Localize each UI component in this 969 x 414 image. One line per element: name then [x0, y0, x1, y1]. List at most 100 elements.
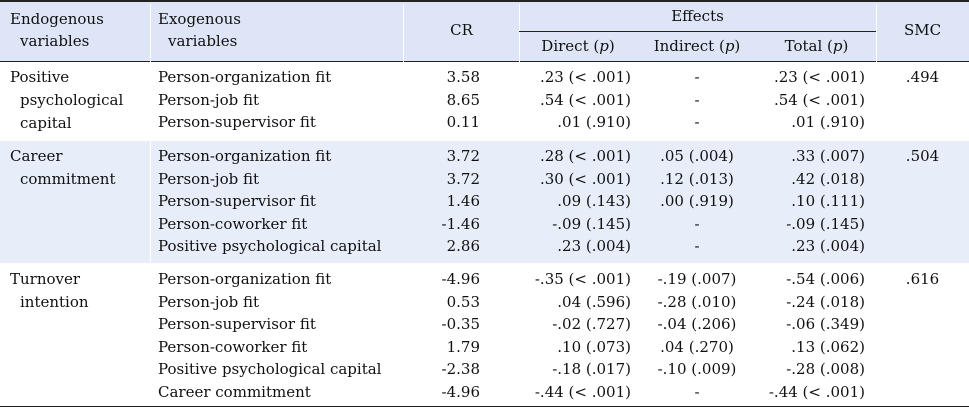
cr-cell: 3.58	[446, 68, 480, 86]
indirect-cell: -.10 (.009)	[657, 360, 737, 379]
exo-cell: Positive psychological capital	[158, 237, 382, 256]
exo-cell: Person-organization fit	[158, 270, 332, 288]
endogenous-label-line: psychological	[20, 91, 124, 109]
cr-cell: -0.35	[441, 315, 480, 334]
direct-cell: .28 (< .001)	[539, 147, 631, 165]
endogenous-label-line: capital	[20, 114, 72, 132]
direct-cell: .10 (.073)	[557, 337, 631, 356]
total-cell: -.24 (.018)	[786, 292, 865, 311]
indirect-cell: -.19 (.007)	[657, 270, 737, 288]
header-divider	[150, 4, 151, 63]
direct-cell: .23 (< .001)	[539, 68, 631, 86]
endogenous-label: Turnover intention	[10, 268, 89, 314]
indirect-cell: -.28 (.010)	[657, 292, 737, 311]
group-band	[0, 62, 969, 141]
exo-cell: Person-coworker fit	[158, 214, 308, 233]
exo-cell: Person-job fit	[158, 292, 260, 311]
cr-cell: 2.86	[446, 237, 480, 256]
exo-cell: Person-job fit	[158, 169, 260, 188]
exo-cell: Person-organization fit	[158, 68, 332, 86]
direct-cell: -.18 (.017)	[552, 360, 631, 379]
exo-cell: Positive psychological capital	[158, 360, 382, 379]
direct-cell: -.35 (< .001)	[534, 270, 631, 288]
header-exogenous-line: variables	[168, 32, 238, 50]
endogenous-label-line: commitment	[20, 170, 116, 188]
cr-cell: 1.79	[446, 337, 480, 356]
endogenous-label-line: Positive	[10, 68, 70, 86]
group-band	[0, 263, 969, 406]
exo-cell: Person-organization fit	[158, 147, 332, 165]
total-cell: .23 (.004)	[791, 237, 865, 256]
endogenous-label: Positive psychological capital	[10, 66, 123, 135]
indirect-cell: -	[694, 237, 700, 256]
header-effects: Effects	[671, 7, 724, 25]
header-divider	[519, 4, 520, 63]
cr-cell: -4.96	[441, 270, 480, 288]
header-endogenous-line: Endogenous	[10, 10, 104, 28]
direct-cell: .09 (.143)	[557, 192, 631, 211]
total-cell: .54 (< .001)	[773, 90, 865, 109]
header-divider	[403, 4, 404, 63]
total-cell: -.28 (.008)	[786, 360, 865, 379]
direct-cell: .30 (< .001)	[539, 169, 631, 188]
cr-cell: -1.46	[441, 214, 480, 233]
cr-cell: 0.11	[446, 113, 480, 132]
indirect-cell: -.04 (.206)	[657, 315, 737, 334]
endogenous-label: Career commitment	[10, 145, 116, 191]
exo-cell: Person-supervisor fit	[158, 192, 316, 211]
indirect-cell: .05 (.004)	[660, 147, 734, 165]
direct-cell: -.02 (.727)	[552, 315, 631, 334]
indirect-cell: .12 (.013)	[660, 169, 734, 188]
indirect-cell: -	[694, 214, 700, 233]
total-cell: -.44 (< .001)	[768, 383, 865, 401]
header-endogenous-line: variables	[20, 32, 90, 50]
exo-cell: Career commitment	[158, 383, 311, 401]
exo-cell: Person-job fit	[158, 90, 260, 109]
direct-cell: -.44 (< .001)	[534, 383, 631, 401]
column-divider	[150, 141, 151, 263]
indirect-cell: -	[694, 90, 700, 109]
indirect-cell: .00 (.919)	[660, 192, 734, 211]
smc-value: .494	[905, 68, 940, 86]
cr-cell: 1.46	[446, 192, 480, 211]
cr-cell: -2.38	[441, 360, 480, 379]
total-cell: .10 (.111)	[791, 192, 865, 211]
cr-cell: 8.65	[446, 90, 480, 109]
effects-rule	[519, 31, 876, 32]
header-total: Total (p)	[784, 37, 849, 55]
column-divider	[150, 62, 151, 141]
cr-cell: 3.72	[446, 169, 480, 188]
indirect-cell: -	[694, 68, 700, 86]
header-exogenous: Exogenous variables	[158, 8, 241, 52]
total-cell: .33 (.007)	[791, 147, 865, 165]
indirect-cell: -	[694, 113, 700, 132]
header-indirect: Indirect (p)	[653, 37, 741, 55]
header-cr: CR	[450, 21, 473, 39]
exo-cell: Person-coworker fit	[158, 337, 308, 356]
direct-cell: .01 (.910)	[557, 113, 631, 132]
direct-cell: .23 (.004)	[557, 237, 631, 256]
smc-value: .616	[905, 270, 940, 288]
cr-cell: 3.72	[446, 147, 480, 165]
cr-cell: 0.53	[446, 292, 480, 311]
total-cell: .01 (.910)	[791, 113, 865, 132]
indirect-cell: .04 (.270)	[660, 337, 734, 356]
bottom-rule	[0, 406, 969, 407]
direct-cell: .04 (.596)	[557, 292, 631, 311]
group-band	[0, 141, 969, 263]
smc-value: .504	[905, 147, 940, 165]
direct-cell: .54 (< .001)	[539, 90, 631, 109]
exo-cell: Person-supervisor fit	[158, 113, 316, 132]
total-cell: -.06 (.349)	[786, 315, 865, 334]
header-endogenous: Endogenous variables	[10, 8, 104, 52]
header-direct: Direct (p)	[541, 37, 615, 55]
header-divider	[876, 4, 877, 63]
indirect-cell: -	[694, 383, 700, 401]
endogenous-label-line: Career	[10, 147, 63, 165]
total-cell: .13 (.062)	[791, 337, 865, 356]
header-smc: SMC	[903, 21, 942, 39]
total-cell: .23 (< .001)	[773, 68, 865, 86]
cr-cell: -4.96	[441, 383, 480, 401]
total-cell: -.09 (.145)	[786, 214, 865, 233]
